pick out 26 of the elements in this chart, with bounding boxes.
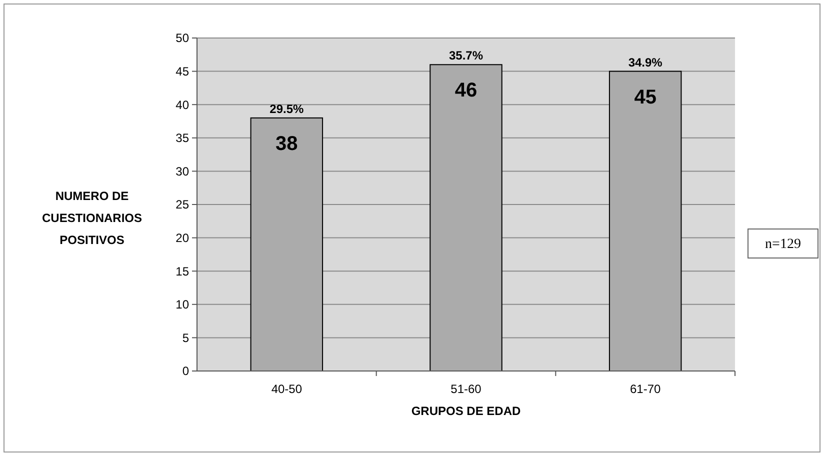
text: n=129 bbox=[765, 236, 801, 252]
bar bbox=[250, 117, 324, 372]
y-tick-label: 50 bbox=[176, 31, 190, 46]
y-tick-label: 30 bbox=[176, 164, 190, 178]
annotation: 29.5% bbox=[270, 102, 304, 116]
y-tick-label: 10 bbox=[176, 298, 190, 312]
x-axis-title: GRUPOS DE EDAD bbox=[411, 404, 521, 418]
annotation: 34.9% bbox=[628, 55, 663, 70]
y-axis-title: NUMERO DE CUESTIONARIOS POSITIVOS bbox=[42, 189, 142, 247]
y-tick-label: 35 bbox=[176, 131, 190, 146]
x-tick-label: 61-70 bbox=[630, 382, 661, 396]
x-tick-label: 51-60 bbox=[450, 382, 482, 396]
y-tick-label: 5 bbox=[182, 330, 190, 345]
y-tick-label: 40 bbox=[176, 98, 190, 112]
data-label: 46 bbox=[454, 80, 478, 102]
y-tick-label: 25 bbox=[176, 198, 190, 212]
annotation: 35.7% bbox=[448, 48, 484, 63]
y-tick-label: 45 bbox=[176, 64, 190, 78]
data-label: 45 bbox=[634, 86, 656, 108]
y-tick-label: 15 bbox=[176, 264, 190, 278]
bar bbox=[608, 70, 682, 372]
y-tick-label: 20 bbox=[176, 231, 190, 245]
bar bbox=[430, 64, 502, 372]
y-tick-label: 0 bbox=[182, 364, 190, 378]
data-label: 38 bbox=[276, 132, 298, 155]
x-tick-label: 40-50 bbox=[271, 382, 302, 396]
